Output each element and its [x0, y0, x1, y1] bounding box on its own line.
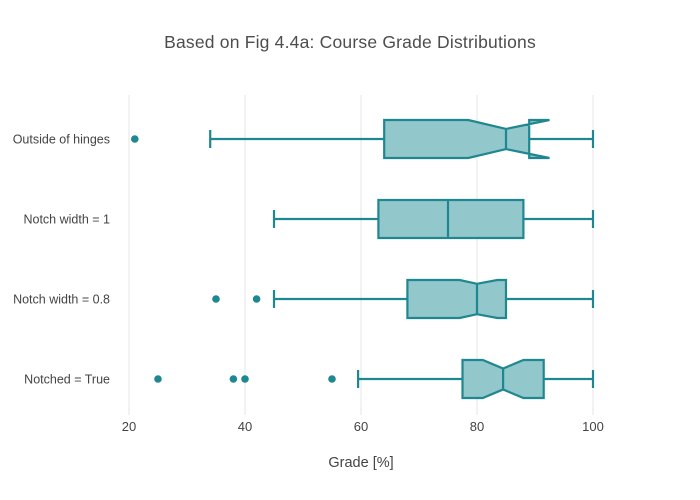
- outlier-point: [131, 135, 139, 143]
- outlier-point: [252, 295, 261, 303]
- x-tick-label: 60: [354, 419, 368, 434]
- y-axis-label: Notch width = 0.8: [13, 293, 110, 307]
- box: [377, 198, 525, 240]
- outlier-point: [229, 375, 238, 383]
- x-tick-label: 80: [470, 419, 484, 434]
- x-tick-label: 40: [238, 419, 252, 434]
- outlier-point: [212, 295, 220, 303]
- x-tick-label: 100: [582, 419, 604, 434]
- y-axis-label: Outside of hinges: [13, 133, 110, 147]
- outlier-point: [328, 375, 336, 383]
- chart-title: Based on Fig 4.4a: Course Grade Distribu…: [164, 32, 536, 52]
- box-notched: [406, 278, 508, 320]
- outlier-point: [154, 375, 162, 383]
- outlier-point: [241, 375, 249, 383]
- x-tick-label: 20: [122, 419, 136, 434]
- y-axis-label: Notched = True: [24, 373, 110, 387]
- x-axis-title: Grade [%]: [328, 455, 394, 471]
- y-axis-label: Notch width = 1: [23, 213, 110, 227]
- box-notched: [383, 118, 550, 160]
